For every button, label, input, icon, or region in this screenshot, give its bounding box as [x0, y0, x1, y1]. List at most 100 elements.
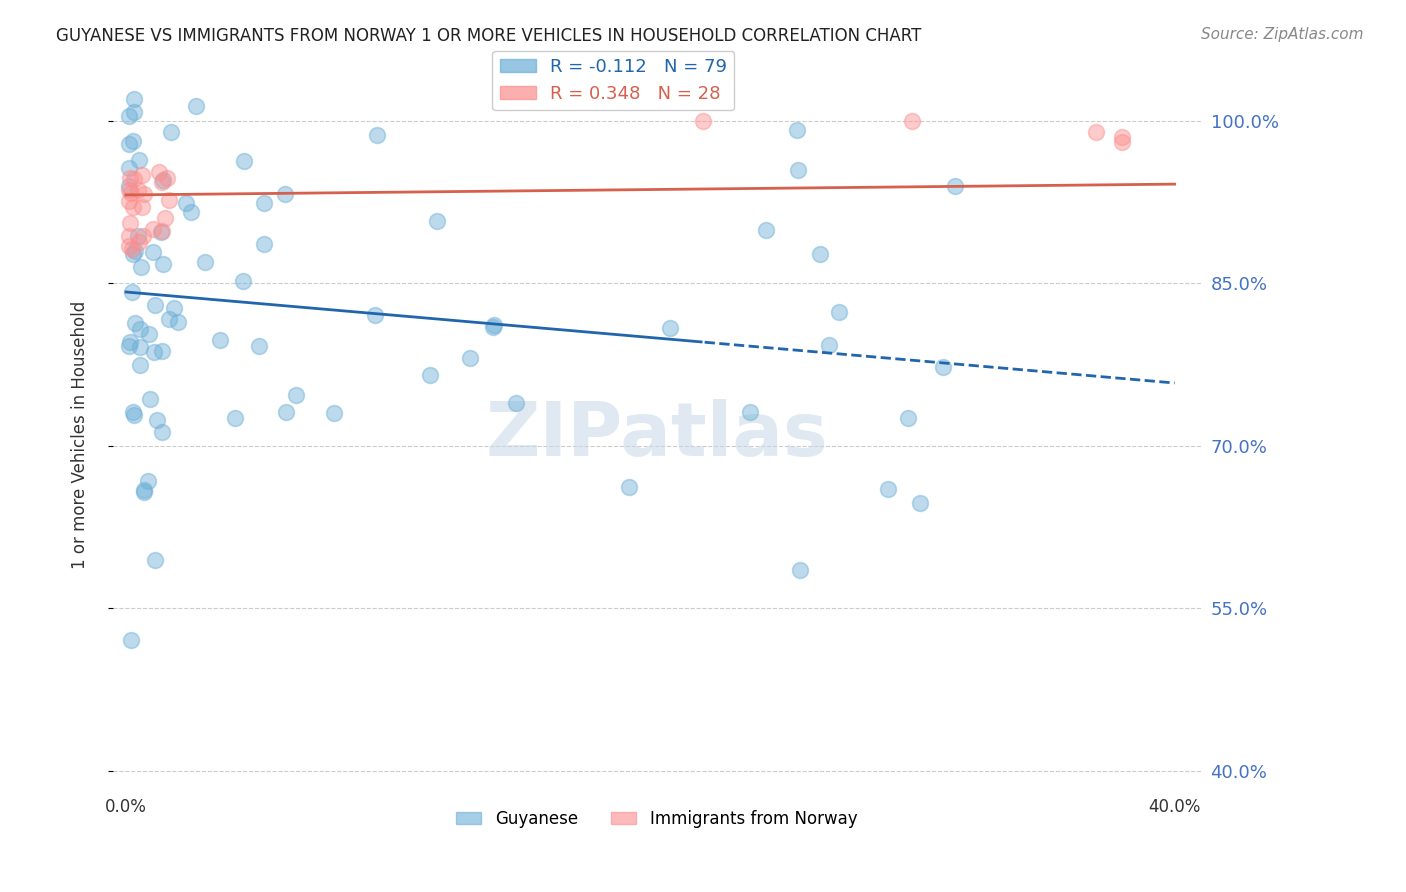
- Point: [896, 411, 918, 425]
- Point: [617, 480, 640, 494]
- Point: [128, 358, 150, 372]
- Point: [901, 113, 924, 128]
- Point: [157, 193, 180, 207]
- Point: [143, 345, 166, 359]
- Point: [658, 321, 681, 335]
- Point: [142, 222, 165, 236]
- Point: [136, 474, 159, 488]
- Point: [117, 194, 139, 209]
- Point: [738, 405, 761, 419]
- Point: [1084, 125, 1107, 139]
- Point: [482, 318, 505, 332]
- Point: [138, 327, 160, 342]
- Point: [155, 211, 177, 226]
- Text: ZIPatlas: ZIPatlas: [485, 399, 828, 472]
- Point: [274, 187, 297, 202]
- Text: GUYANESE VS IMMIGRANTS FROM NORWAY 1 OR MORE VEHICLES IN HOUSEHOLD CORRELATION C: GUYANESE VS IMMIGRANTS FROM NORWAY 1 OR …: [56, 27, 921, 45]
- Point: [148, 165, 170, 179]
- Point: [117, 239, 139, 253]
- Point: [150, 425, 173, 440]
- Point: [194, 255, 217, 269]
- Point: [131, 200, 153, 214]
- Point: [253, 195, 276, 210]
- Point: [818, 338, 841, 352]
- Point: [180, 205, 202, 219]
- Point: [134, 484, 156, 499]
- Point: [209, 333, 232, 347]
- Point: [166, 315, 188, 329]
- Point: [363, 308, 385, 322]
- Point: [117, 183, 139, 197]
- Point: [253, 237, 276, 252]
- Point: [121, 404, 143, 418]
- Point: [121, 201, 143, 215]
- Point: [232, 275, 254, 289]
- Point: [247, 339, 270, 353]
- Point: [122, 247, 145, 261]
- Text: 0.0%: 0.0%: [105, 798, 146, 816]
- Point: [117, 136, 139, 151]
- Point: [789, 563, 811, 577]
- Legend: Guyanese, Immigrants from Norway: Guyanese, Immigrants from Norway: [450, 803, 863, 834]
- Point: [828, 305, 851, 319]
- Point: [117, 109, 139, 123]
- Point: [121, 134, 143, 148]
- Point: [1111, 136, 1133, 150]
- Point: [274, 405, 297, 419]
- Point: [118, 229, 141, 244]
- Point: [224, 411, 246, 425]
- Point: [122, 92, 145, 106]
- Point: [233, 154, 256, 169]
- Point: [931, 360, 953, 375]
- Point: [876, 483, 898, 497]
- Point: [131, 169, 153, 183]
- Point: [808, 247, 831, 261]
- Point: [481, 320, 503, 334]
- Point: [156, 171, 179, 186]
- Point: [117, 339, 139, 353]
- Point: [124, 244, 146, 258]
- Point: [284, 387, 307, 401]
- Point: [127, 184, 149, 198]
- Point: [786, 162, 808, 177]
- Point: [176, 195, 198, 210]
- Point: [129, 260, 152, 275]
- Point: [943, 179, 966, 194]
- Point: [419, 368, 441, 383]
- Point: [152, 173, 174, 187]
- Point: [163, 301, 186, 316]
- Point: [129, 322, 152, 336]
- Point: [117, 161, 139, 175]
- Point: [150, 175, 173, 189]
- Point: [127, 229, 149, 244]
- Point: [143, 298, 166, 312]
- Point: [122, 408, 145, 422]
- Text: Source: ZipAtlas.com: Source: ZipAtlas.com: [1201, 27, 1364, 42]
- Point: [910, 495, 932, 509]
- Point: [132, 483, 155, 497]
- Point: [323, 406, 346, 420]
- Point: [121, 285, 143, 300]
- Point: [755, 222, 778, 236]
- Point: [118, 215, 141, 229]
- Point: [120, 186, 142, 200]
- Point: [128, 153, 150, 167]
- Point: [426, 214, 449, 228]
- Point: [134, 186, 156, 201]
- Point: [1111, 130, 1133, 145]
- Point: [152, 257, 174, 271]
- Point: [121, 243, 143, 257]
- Point: [118, 335, 141, 350]
- Point: [505, 396, 527, 410]
- Y-axis label: 1 or more Vehicles in Household: 1 or more Vehicles in Household: [72, 301, 89, 569]
- Point: [117, 178, 139, 193]
- Point: [160, 126, 183, 140]
- Point: [142, 244, 165, 259]
- Point: [157, 312, 180, 326]
- Point: [150, 224, 173, 238]
- Point: [786, 123, 808, 137]
- Point: [128, 235, 150, 249]
- Point: [122, 105, 145, 120]
- Point: [143, 552, 166, 566]
- Point: [124, 316, 146, 330]
